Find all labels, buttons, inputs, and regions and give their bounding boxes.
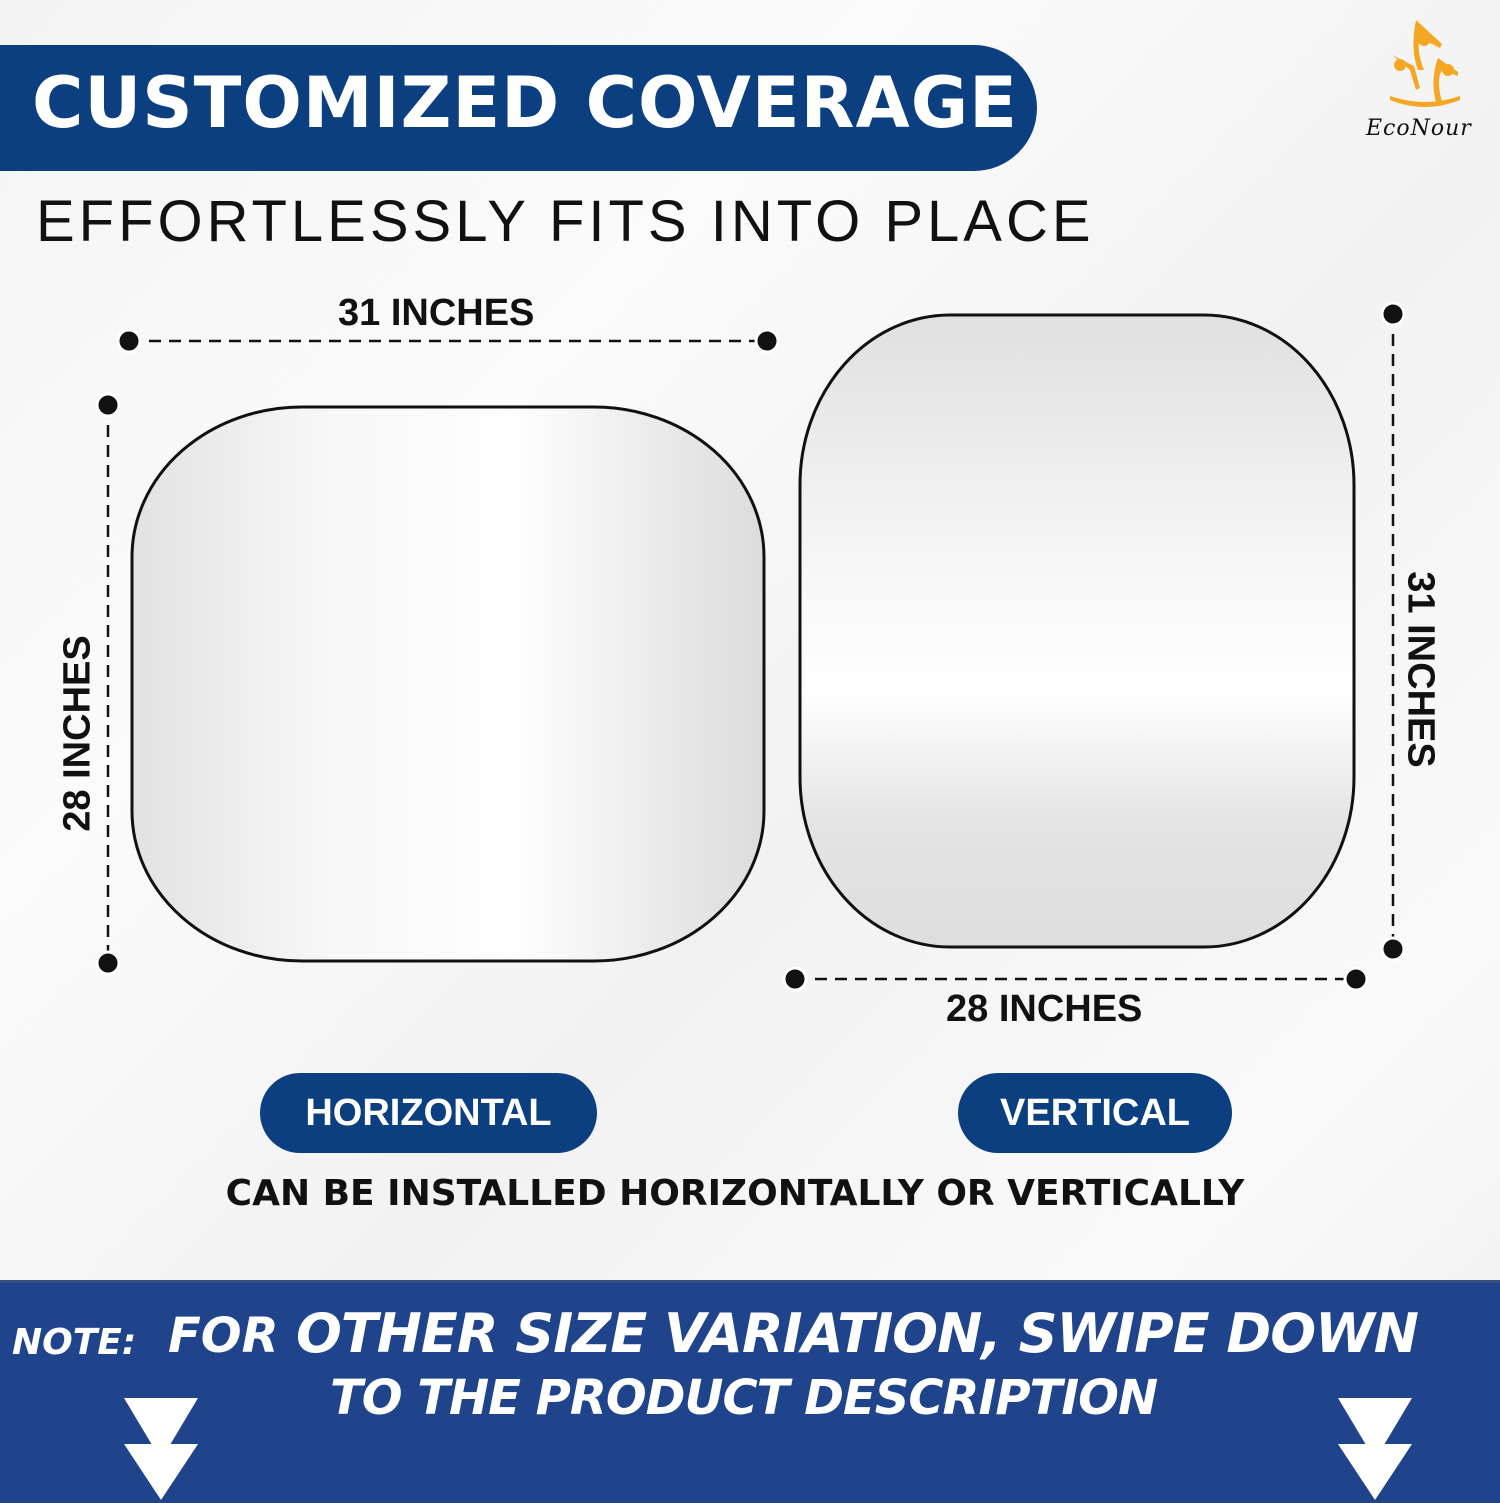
- note-prefix: NOTE:: [12, 1322, 137, 1363]
- vertical-height-label: 31 INCHES: [1399, 571, 1442, 768]
- subtitle: EFFORTLESSLY FITS INTO PLACE: [36, 189, 1095, 254]
- vertical-shade-shape: [798, 313, 1356, 949]
- vertical-button[interactable]: VERTICAL: [958, 1073, 1232, 1153]
- size-diagram: [95, 301, 1406, 992]
- horizontal-button[interactable]: HORIZONTAL: [260, 1073, 597, 1153]
- page-title: CUSTOMIZED COVERAGE: [32, 62, 1018, 144]
- horizontal-shade-shape: [130, 405, 766, 963]
- horizontal-height-label: 28 INCHES: [56, 635, 99, 832]
- arrow-down-icon: [1338, 1398, 1412, 1500]
- brand-logo-icon: [1390, 20, 1460, 107]
- horizontal-width-label: 31 INCHES: [338, 292, 535, 334]
- dimension-endpoints: [95, 301, 1406, 992]
- arrow-down-icon: [124, 1398, 198, 1500]
- vertical-width-label: 28 INCHES: [946, 988, 1143, 1030]
- note-line2: TO THE PRODUCT DESCRIPTION: [330, 1370, 1158, 1426]
- title-banner: [0, 45, 1037, 171]
- footer-note-band: [0, 1280, 1500, 1503]
- note-line1-a: FOR: [168, 1308, 279, 1364]
- install-note: CAN BE INSTALLED HORIZONTALLY OR VERTICA…: [225, 1173, 1245, 1214]
- brand-name: EcoNour: [1366, 116, 1472, 141]
- note-line1-b: OTHER SIZE VARIATION, SWIPE DOWN: [296, 1302, 1419, 1365]
